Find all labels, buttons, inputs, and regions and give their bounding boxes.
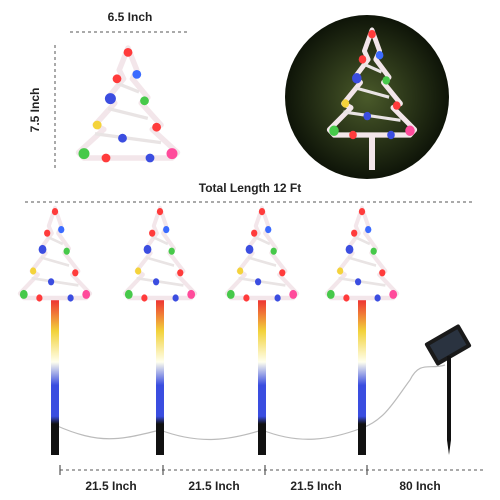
stake — [258, 300, 266, 455]
tree — [20, 208, 90, 302]
tree — [227, 208, 297, 302]
stake-lit — [369, 135, 375, 170]
tree-closeup — [79, 48, 178, 162]
tree — [327, 208, 397, 302]
wire — [54, 364, 446, 441]
spacing-label: 80 Inch — [399, 479, 440, 493]
width-label: 6.5 Inch — [108, 10, 153, 24]
stake — [51, 300, 59, 455]
stake — [358, 300, 366, 455]
total-length-label: Total Length 12 Ft — [199, 181, 301, 195]
height-label: 7.5 Inch — [28, 88, 42, 133]
spacing-ticks — [59, 465, 485, 475]
spacing-label: 21.5 Inch — [85, 479, 136, 493]
spacing-label: 21.5 Inch — [188, 479, 239, 493]
stake-trees — [20, 208, 397, 455]
stake — [156, 300, 164, 455]
tree — [125, 208, 195, 302]
night-photo — [285, 15, 449, 179]
spacing-label: 21.5 Inch — [290, 479, 341, 493]
solar-panel — [424, 324, 472, 455]
